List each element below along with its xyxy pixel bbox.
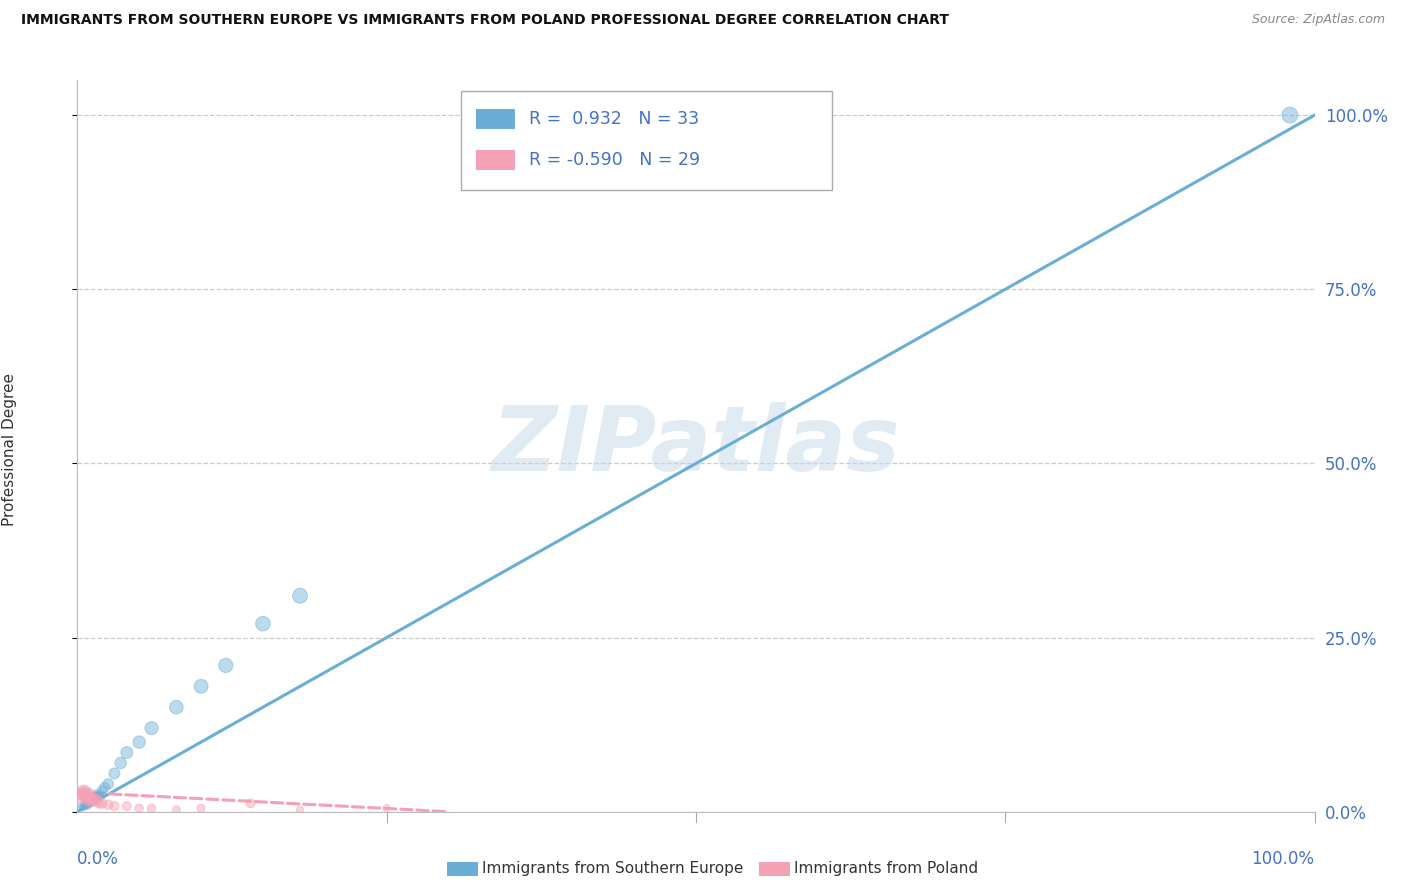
Point bbox=[73, 800, 96, 814]
Text: Immigrants from Southern Europe: Immigrants from Southern Europe bbox=[482, 862, 744, 876]
Point bbox=[91, 797, 114, 811]
Point bbox=[77, 797, 100, 811]
Text: 0.0%: 0.0% bbox=[77, 850, 120, 868]
Point bbox=[165, 700, 187, 714]
Text: Source: ZipAtlas.com: Source: ZipAtlas.com bbox=[1251, 13, 1385, 27]
Point bbox=[190, 801, 212, 815]
Point bbox=[82, 792, 104, 806]
Point bbox=[86, 794, 108, 808]
Point bbox=[141, 801, 163, 815]
Point bbox=[84, 792, 107, 806]
Point bbox=[75, 790, 97, 805]
Point bbox=[70, 787, 93, 801]
Point bbox=[75, 799, 97, 814]
Point bbox=[82, 790, 104, 805]
Text: IMMIGRANTS FROM SOUTHERN EUROPE VS IMMIGRANTS FROM POLAND PROFESSIONAL DEGREE CO: IMMIGRANTS FROM SOUTHERN EUROPE VS IMMIG… bbox=[21, 13, 949, 28]
Point bbox=[69, 790, 91, 805]
Point bbox=[76, 797, 98, 811]
Point bbox=[75, 785, 97, 799]
Point bbox=[82, 794, 104, 808]
Point bbox=[375, 801, 398, 815]
Text: 100.0%: 100.0% bbox=[1251, 850, 1315, 868]
FancyBboxPatch shape bbox=[461, 91, 832, 190]
Point bbox=[128, 735, 150, 749]
Point bbox=[75, 797, 97, 812]
Point bbox=[141, 721, 163, 735]
Point bbox=[239, 797, 262, 811]
Point bbox=[103, 766, 125, 780]
Point bbox=[288, 803, 311, 817]
Point bbox=[77, 789, 100, 804]
Point bbox=[115, 799, 138, 814]
Point bbox=[288, 589, 311, 603]
Point bbox=[70, 799, 93, 814]
Point bbox=[80, 790, 103, 805]
Point bbox=[91, 784, 114, 798]
Point bbox=[79, 792, 101, 806]
Point bbox=[89, 789, 111, 803]
Bar bbox=[475, 150, 516, 170]
Text: Immigrants from Poland: Immigrants from Poland bbox=[794, 862, 979, 876]
Point bbox=[110, 756, 132, 770]
Point bbox=[80, 796, 103, 810]
Point bbox=[77, 798, 100, 813]
Point bbox=[1278, 108, 1301, 122]
Point bbox=[86, 787, 108, 801]
Point bbox=[79, 787, 101, 801]
Point bbox=[115, 746, 138, 760]
Point bbox=[252, 616, 274, 631]
Point bbox=[72, 789, 94, 804]
Point bbox=[190, 679, 212, 693]
Point bbox=[128, 801, 150, 815]
Point bbox=[83, 792, 105, 806]
Bar bbox=[475, 109, 516, 129]
Point bbox=[82, 794, 104, 808]
Text: R = -0.590   N = 29: R = -0.590 N = 29 bbox=[529, 151, 700, 169]
Point bbox=[84, 789, 107, 804]
Point bbox=[87, 790, 110, 805]
Point bbox=[72, 798, 94, 813]
Point bbox=[165, 803, 187, 817]
Point bbox=[97, 797, 120, 812]
Text: ZIPatlas: ZIPatlas bbox=[492, 402, 900, 490]
Text: R =  0.932   N = 33: R = 0.932 N = 33 bbox=[529, 110, 699, 128]
Point bbox=[79, 794, 101, 808]
Point bbox=[72, 784, 94, 798]
Point bbox=[76, 792, 98, 806]
Point bbox=[89, 797, 111, 811]
Point bbox=[73, 787, 96, 801]
Point bbox=[72, 801, 94, 815]
Point bbox=[97, 777, 120, 791]
Point bbox=[93, 780, 115, 795]
Point bbox=[215, 658, 238, 673]
Point bbox=[79, 794, 101, 808]
Point bbox=[103, 799, 125, 814]
Point bbox=[72, 785, 94, 799]
Text: Professional Degree: Professional Degree bbox=[1, 373, 17, 526]
